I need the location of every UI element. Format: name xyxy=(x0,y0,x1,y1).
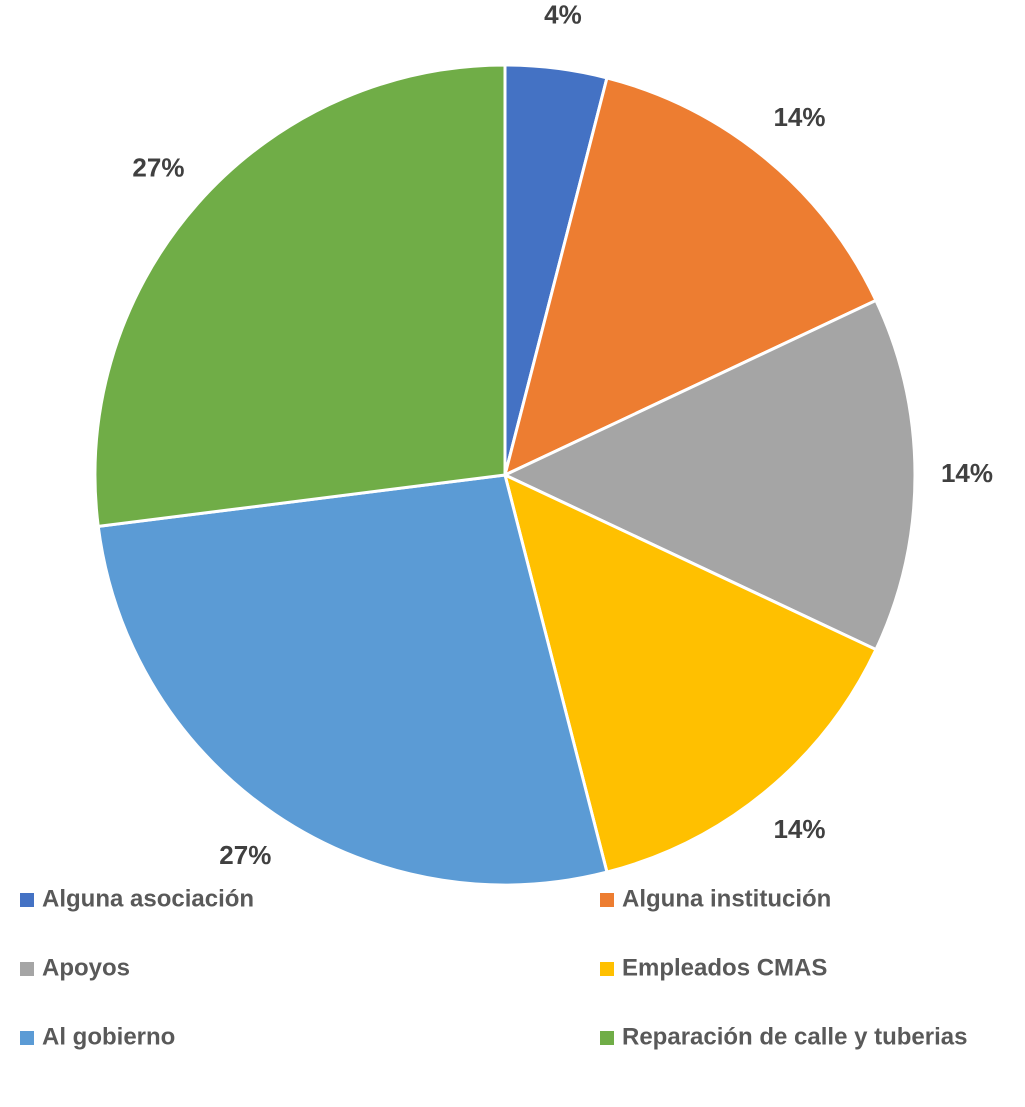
legend-label: Reparación de calle y tuberias xyxy=(622,1023,967,1050)
data-label: 14% xyxy=(773,102,825,132)
legend-label: Alguna institución xyxy=(622,885,831,912)
pie-slice xyxy=(502,472,878,874)
legend-label: Apoyos xyxy=(42,954,130,981)
legend-swatch xyxy=(20,893,34,907)
data-label: 27% xyxy=(219,840,271,870)
pie-slice xyxy=(501,298,917,652)
legend-swatch xyxy=(600,962,614,976)
legend-label: Empleados CMAS xyxy=(622,954,827,981)
legend-swatch xyxy=(600,1031,614,1045)
pie-slice xyxy=(93,63,507,529)
data-label: 14% xyxy=(773,814,825,844)
legend-swatch xyxy=(20,1031,34,1045)
legend-swatch xyxy=(600,893,614,907)
legend-swatch xyxy=(20,962,34,976)
pie-slice xyxy=(502,76,878,478)
pie-slice xyxy=(96,473,609,887)
data-label: 14% xyxy=(941,458,993,488)
data-label: 4% xyxy=(544,0,582,30)
data-label: 27% xyxy=(132,152,184,182)
legend-label: Al gobierno xyxy=(42,1023,175,1050)
legend-label: Alguna asociación xyxy=(42,885,254,912)
